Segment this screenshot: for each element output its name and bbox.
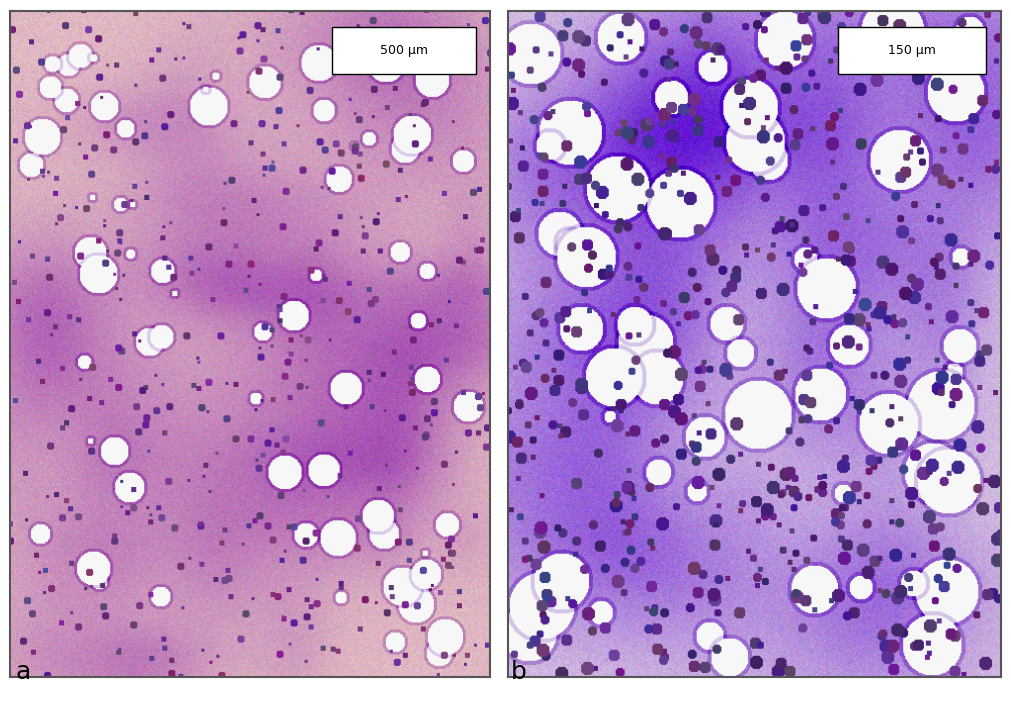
Bar (332, 27, 476, 74)
Bar (838, 27, 986, 74)
Text: a: a (15, 660, 30, 684)
Text: b: b (511, 660, 527, 684)
Text: 500 μm: 500 μm (380, 44, 428, 57)
Text: 150 μm: 150 μm (888, 44, 936, 57)
